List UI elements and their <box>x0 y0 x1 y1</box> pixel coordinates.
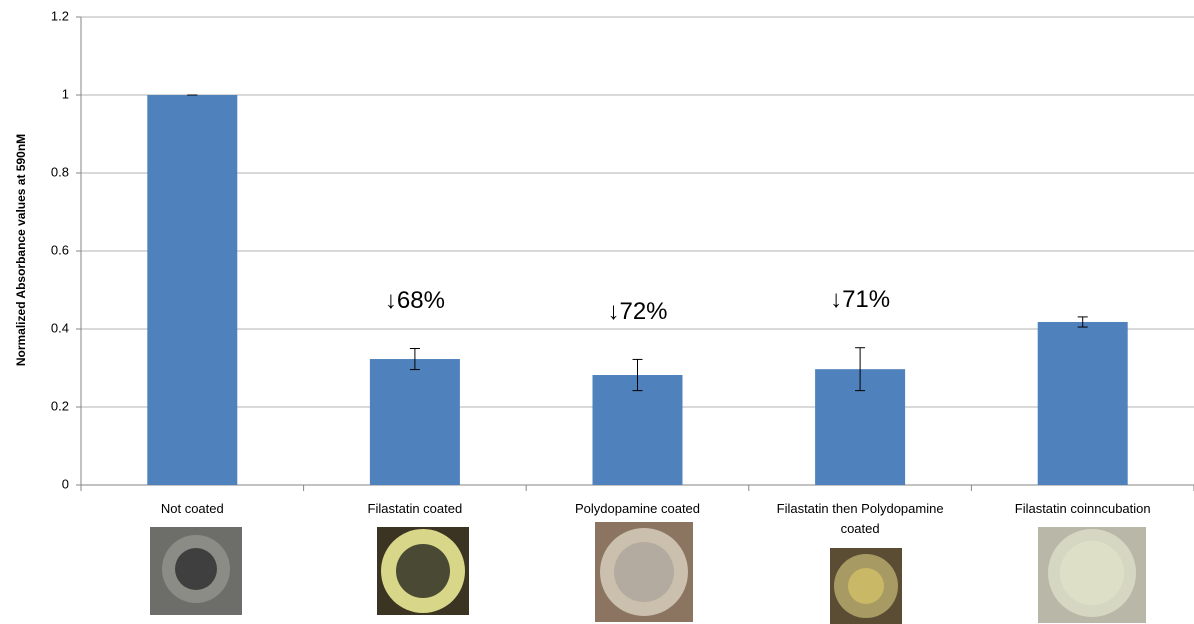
bar <box>369 359 460 485</box>
y-tick-label: 0.8 <box>51 164 69 179</box>
y-tick-label: 1 <box>62 86 69 101</box>
bar <box>592 375 683 485</box>
x-tick-label: Not coated <box>160 501 224 516</box>
y-tick-label: 0 <box>62 476 69 491</box>
annotation: ↓72% <box>607 298 667 325</box>
y-tick-label: 0.6 <box>51 242 69 257</box>
y-axis-label: Normalized Absorbance values at 590nM <box>14 134 28 366</box>
y-tick-label: 0.2 <box>51 398 69 413</box>
photo-center <box>175 548 217 590</box>
photo-center <box>614 542 674 602</box>
photo-center <box>396 544 450 598</box>
photo-center <box>848 568 884 604</box>
y-tick-label: 1.2 <box>51 8 69 23</box>
bar <box>1037 321 1128 485</box>
x-tick-label: Filastatin then Polydopamine coated <box>776 501 944 536</box>
bar <box>147 95 238 485</box>
x-tick-label: Filastatin coated <box>367 501 463 516</box>
photo-center <box>1060 541 1124 605</box>
annotation: ↓71% <box>830 286 890 313</box>
annotation: ↓68% <box>385 287 445 314</box>
y-tick-label: 0.4 <box>51 320 69 335</box>
photos <box>150 522 1146 624</box>
x-tick-label: Filastatin coinncubation <box>1014 501 1151 516</box>
x-tick-label: Polydopamine coated <box>574 501 701 516</box>
